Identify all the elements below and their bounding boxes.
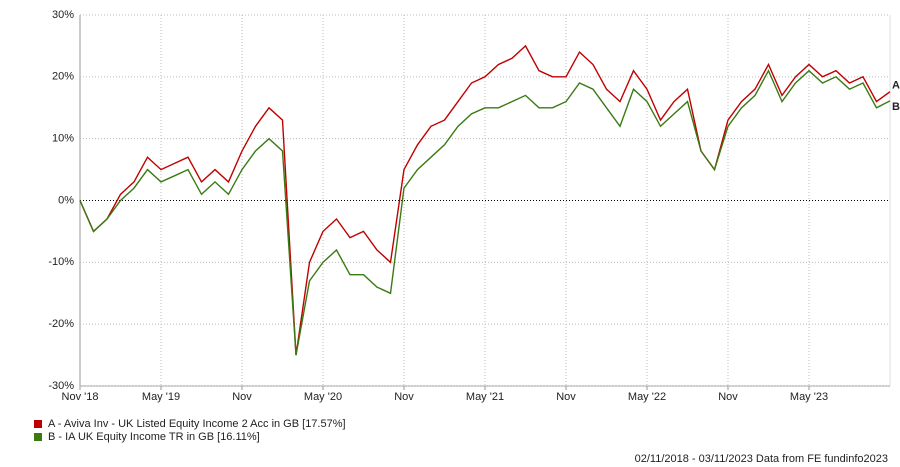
x-tick-label: Nov [556, 391, 576, 403]
x-tick-label: Nov [394, 391, 414, 403]
footer: 02/11/2018 - 03/11/2023 Data from FE fun… [635, 453, 888, 465]
end-marker: A [892, 80, 900, 92]
x-tick-label: May '23 [790, 391, 828, 403]
y-tick-label: -20% [48, 318, 74, 330]
series-line [79, 69, 891, 356]
x-tick-label: Nov [232, 391, 252, 403]
y-tick-label: -30% [48, 380, 74, 392]
y-tick-label: 10% [52, 133, 74, 145]
y-tick-label: 30% [52, 9, 74, 21]
y-tick-label: -10% [48, 256, 74, 268]
y-tick-label: 0% [58, 194, 74, 206]
x-tick-label: May '22 [628, 391, 666, 403]
y-tick-label: 20% [52, 71, 74, 83]
x-tick-label: May '19 [142, 391, 180, 403]
x-tick-label: May '20 [304, 391, 342, 403]
series-line [79, 44, 891, 356]
legend-label: A - Aviva Inv - UK Listed Equity Income … [48, 418, 346, 430]
legend-swatch [34, 420, 42, 428]
x-tick-label: May '21 [466, 391, 504, 403]
x-tick-label: Nov [718, 391, 738, 403]
legend-label: B - IA UK Equity Income TR in GB [16.11%… [48, 431, 260, 443]
end-marker: B [892, 101, 900, 113]
x-tick-label: Nov '18 [62, 391, 99, 403]
legend-swatch [34, 433, 42, 441]
